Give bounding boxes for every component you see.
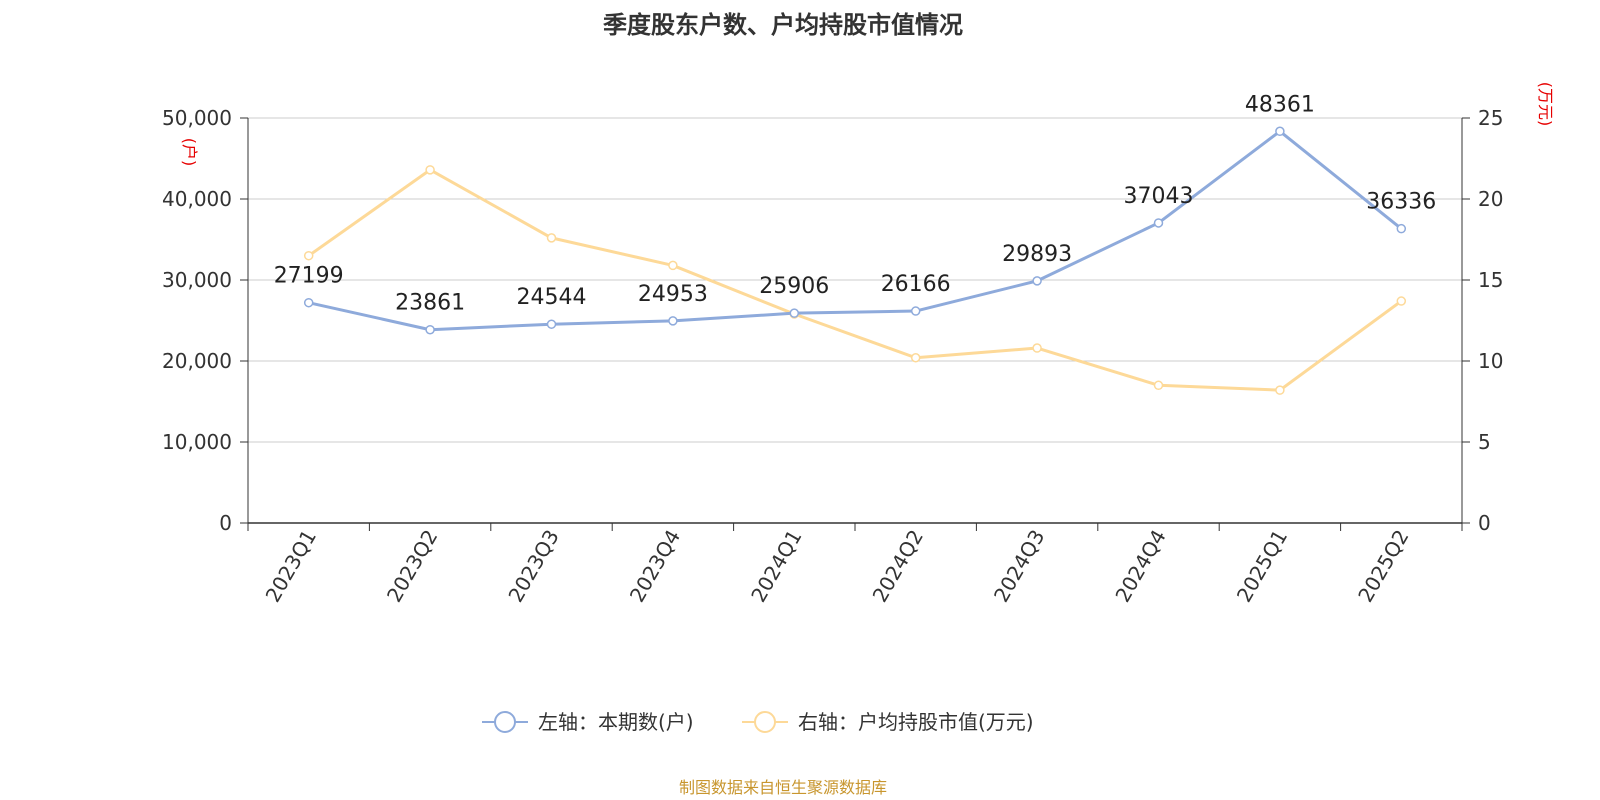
data-point [546,233,557,243]
legend-swatch-marker [754,711,776,733]
data-point [1275,385,1285,395]
data-point [303,297,314,308]
legend-swatch-marker [494,711,516,733]
chart-title: 季度股东户数、户均持股市值情况 [603,11,963,39]
data-point [668,260,678,271]
grid [248,117,1462,443]
left-axis-tick-label: 20,000 [162,349,232,373]
data-labels: 27199 23861 24544 24953 25906 26166 29893 37043… [274,92,1437,315]
left-axis-tick-label: 10,000 [162,430,232,454]
x-axis-tick-label: 2023Q4 [625,526,685,607]
data-point [910,353,921,363]
right-axis-tick-label: 20 [1478,187,1503,211]
right-axis-tick-label: 5 [1478,430,1491,454]
left-axis-tick-label: 30,000 [162,268,232,292]
source-note: 制图数据来自恒生聚源数据库 [679,778,887,797]
data-point [1275,126,1285,137]
data-point [1153,218,1164,228]
series-line [308,129,1403,332]
data-label: 24544 [517,285,587,310]
left-axis-unit: (户) [180,138,199,167]
x-axis-tick-label: 2024Q4 [1110,526,1170,607]
data-point [1153,380,1164,391]
data-label: 26166 [881,272,951,297]
data-label: 24953 [638,282,708,307]
legend-label: 右轴：户均持股市值(万元) [798,710,1034,734]
data-point [425,324,435,335]
data-point [425,165,435,175]
right-axis-tick-label: 10 [1478,349,1503,373]
data-label: 27199 [274,264,344,289]
right-axis-tick-label: 0 [1478,511,1491,535]
left-axis-tick-label: 0 [219,511,232,535]
data-point [910,306,921,316]
data-point [1032,276,1042,286]
data-point [789,308,800,318]
right-axis-tick-label: 25 [1478,106,1503,130]
series-lines [303,126,1407,395]
right-axis-unit: (万元) [1536,82,1555,127]
data-label: 23861 [395,291,465,316]
data-point [546,319,557,329]
x-axis-tick-label: 2024Q2 [868,526,928,607]
x-axis-tick-label: 2023Q1 [261,526,321,607]
x-axis-tick-label: 2023Q3 [503,526,563,607]
data-point [303,250,314,261]
data-label: 29893 [1002,242,1072,267]
data-label: 48361 [1245,92,1315,117]
left-axis-tick-label: 50,000 [162,106,232,130]
x-axis-tick-label: 2025Q2 [1353,526,1413,607]
x-axis-tick-label: 2023Q2 [382,526,442,607]
data-label: 37043 [1124,184,1194,209]
x-axis-tick-label: 2024Q3 [989,526,1049,607]
legend: 左轴：本期数(户) 右轴：户均持股市值(万元) [482,710,1034,734]
data-point [668,316,678,326]
x-axis-tick-label: 2024Q1 [746,526,806,607]
left-axis-tick-label: 40,000 [162,187,232,211]
data-label: 25906 [759,274,829,299]
legend-label: 左轴：本期数(户) [538,710,694,734]
axes: 010,00020,00030,00040,00050,000051015202… [162,106,1503,606]
series-line [307,168,1403,392]
x-axis-tick-label: 2025Q1 [1232,526,1292,607]
data-label: 36336 [1366,190,1436,215]
data-point [1396,296,1407,306]
data-point [1032,343,1042,353]
right-axis-tick-label: 15 [1478,268,1503,292]
data-point [1396,223,1407,234]
